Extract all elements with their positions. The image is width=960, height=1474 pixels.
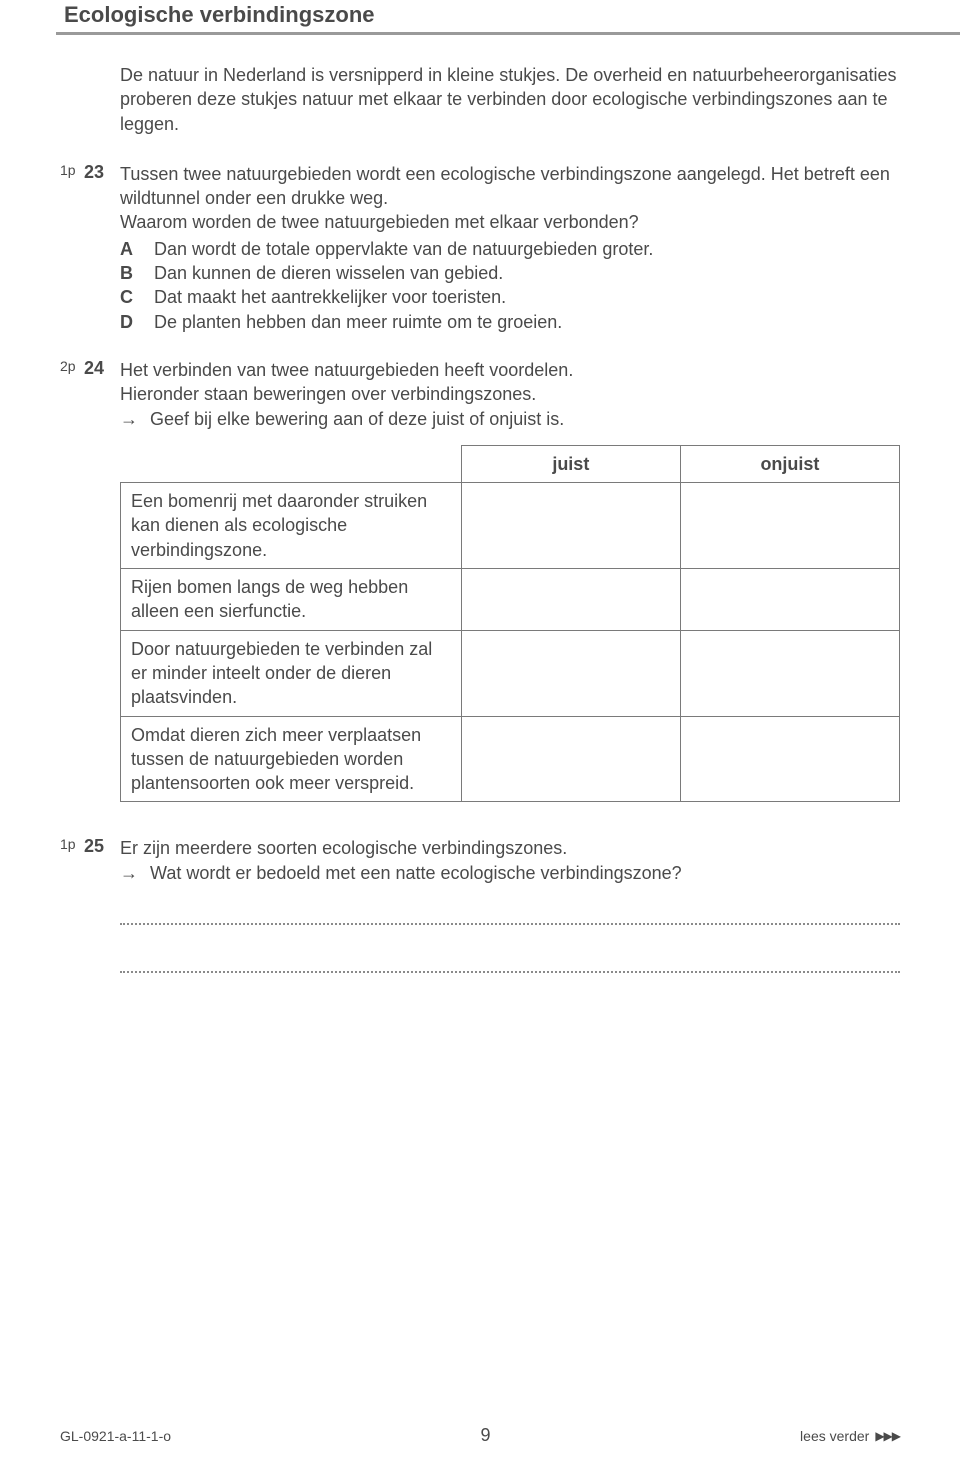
arrow-icon: →: [120, 407, 150, 431]
tf-head-juist: juist: [461, 445, 680, 482]
q23-option-d-text: De planten hebben dan meer ruimte om te …: [154, 310, 562, 334]
footer-read-on: lees verder: [800, 1428, 869, 1444]
intro-text: De natuur in Nederland is versnipperd in…: [120, 63, 900, 136]
question-24: 2p 24 Het verbinden van twee natuurgebie…: [60, 358, 900, 802]
tf-juist-3[interactable]: [461, 716, 680, 802]
q23-stem-line1: Tussen twee natuurgebieden wordt een eco…: [120, 162, 900, 211]
q23-stem-line2: Waarom worden de twee natuurgebieden met…: [120, 210, 900, 234]
tf-row-2: Door natuurgebieden te verbinden zal er …: [121, 630, 900, 716]
triangle-icon: ▶▶▶: [875, 1429, 900, 1443]
q23-option-b-letter: B: [120, 261, 154, 285]
tf-stmt-3: Omdat dieren zich meer verplaatsen tusse…: [121, 716, 462, 802]
true-false-table: juist onjuist Een bomenrij met daaronder…: [120, 445, 900, 803]
tf-head-onjuist: onjuist: [680, 445, 899, 482]
tf-onjuist-1[interactable]: [680, 569, 899, 631]
q23-option-c-text: Dat maakt het aantrekkelijker voor toeri…: [154, 285, 506, 309]
tf-row-0: Een bomenrij met daaronder struiken kan …: [121, 483, 900, 569]
q23-number: 23: [84, 162, 104, 183]
title-underline: [56, 32, 960, 35]
q23-option-d[interactable]: D De planten hebben dan meer ruimte om t…: [120, 310, 900, 334]
tf-juist-1[interactable]: [461, 569, 680, 631]
tf-stmt-0: Een bomenrij met daaronder struiken kan …: [121, 483, 462, 569]
q23-option-b[interactable]: B Dan kunnen de dieren wisselen van gebi…: [120, 261, 900, 285]
q24-margin: 2p 24: [60, 358, 120, 802]
tf-stmt-2: Door natuurgebieden te verbinden zal er …: [121, 630, 462, 716]
tf-juist-2[interactable]: [461, 630, 680, 716]
q24-stem-line1: Het verbinden van twee natuurgebieden he…: [120, 358, 900, 382]
page-footer: GL-0921-a-11-1-o 9 lees verder ▶▶▶: [60, 1425, 900, 1446]
q25-points: 1p: [60, 836, 84, 852]
answer-line-1[interactable]: [120, 895, 900, 925]
section-title: Ecologische verbindingszone: [60, 2, 900, 28]
q23-margin: 1p 23: [60, 162, 120, 334]
q25-margin: 1p 25: [60, 836, 120, 991]
question-25: 1p 25 Er zijn meerdere soorten ecologisc…: [60, 836, 900, 991]
tf-onjuist-0[interactable]: [680, 483, 899, 569]
footer-doc-id: GL-0921-a-11-1-o: [60, 1428, 171, 1444]
question-23: 1p 23 Tussen twee natuurgebieden wordt e…: [60, 162, 900, 334]
tf-row-3: Omdat dieren zich meer verplaatsen tusse…: [121, 716, 900, 802]
q23-option-c[interactable]: C Dat maakt het aantrekkelijker voor toe…: [120, 285, 900, 309]
q23-option-b-text: Dan kunnen de dieren wisselen van gebied…: [154, 261, 503, 285]
q24-number: 24: [84, 358, 104, 379]
q25-stem-line1: Er zijn meerdere soorten ecologische ver…: [120, 836, 900, 860]
tf-stmt-1: Rijen bomen langs de weg hebben alleen e…: [121, 569, 462, 631]
tf-onjuist-3[interactable]: [680, 716, 899, 802]
q23-option-d-letter: D: [120, 310, 154, 334]
footer-page-number: 9: [481, 1425, 491, 1446]
q23-option-a-text: Dan wordt de totale oppervlakte van de n…: [154, 237, 653, 261]
q23-option-a-letter: A: [120, 237, 154, 261]
answer-line-2[interactable]: [120, 943, 900, 973]
q24-stem-line2: Hieronder staan beweringen over verbindi…: [120, 382, 900, 406]
tf-row-1: Rijen bomen langs de weg hebben alleen e…: [121, 569, 900, 631]
q23-option-a[interactable]: A Dan wordt de totale oppervlakte van de…: [120, 237, 900, 261]
q25-instruction: Wat wordt er bedoeld met een natte ecolo…: [150, 861, 682, 885]
q24-instruction: Geef bij elke bewering aan of deze juist…: [150, 407, 564, 431]
tf-juist-0[interactable]: [461, 483, 680, 569]
q23-option-c-letter: C: [120, 285, 154, 309]
q25-number: 25: [84, 836, 104, 857]
arrow-icon: →: [120, 861, 150, 885]
tf-onjuist-2[interactable]: [680, 630, 899, 716]
tf-empty-head: [121, 445, 462, 482]
q24-points: 2p: [60, 358, 84, 374]
q23-points: 1p: [60, 162, 84, 178]
